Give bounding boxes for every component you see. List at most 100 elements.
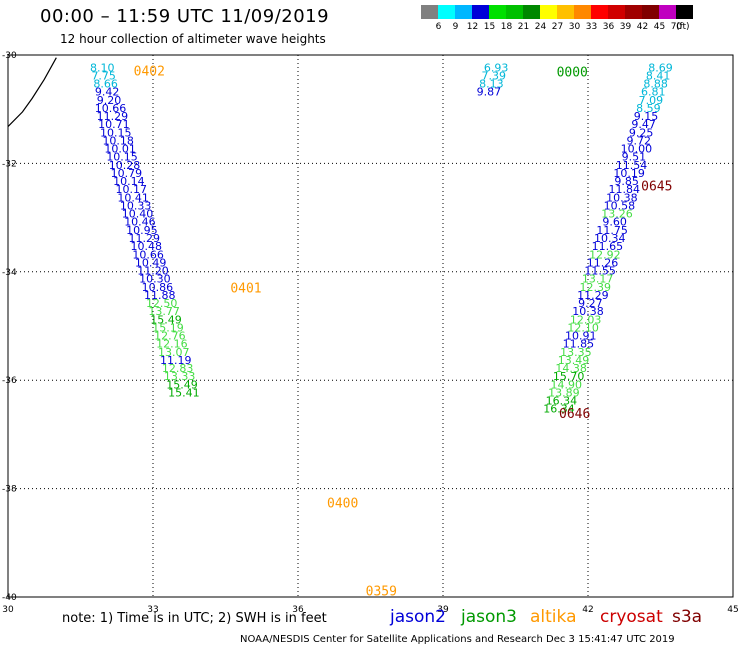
wave-height-value: 11.20 xyxy=(137,265,169,278)
scale-swatch xyxy=(625,5,642,19)
scale-swatch xyxy=(659,5,676,19)
x-tick-label: 42 xyxy=(582,605,593,615)
wave-height-value: 10.66 xyxy=(132,248,164,261)
wave-height-value: 11.55 xyxy=(584,265,616,278)
note-text: note: 1) Time is in UTC; 2) SWH is in fe… xyxy=(62,611,327,626)
wave-height-value: 10.01 xyxy=(104,143,136,156)
pass-time-label: 0646 xyxy=(559,407,590,422)
pass-time-label: 0402 xyxy=(134,65,165,80)
wave-height-value: 12.50 xyxy=(146,297,178,310)
wave-height-value: 10.30 xyxy=(139,273,171,286)
wave-height-value: 12.10 xyxy=(567,321,599,334)
scale-swatch xyxy=(642,5,659,19)
wave-height-value: 11.75 xyxy=(596,224,628,237)
wave-height-value: 10.15 xyxy=(100,126,132,139)
scale-label: 9 xyxy=(452,22,459,32)
scale-swatch xyxy=(591,5,608,19)
chart-title: 00:00 – 11:59 UTC 11/09/2019 xyxy=(40,6,330,27)
y-tick-label: -30 xyxy=(2,51,17,61)
wave-height-value: 15.41 xyxy=(168,386,200,399)
wave-height-value: 10.79 xyxy=(111,167,143,180)
x-tick-label: 36 xyxy=(292,605,304,615)
wave-height-value: 13.17 xyxy=(582,273,614,286)
wave-height-value: 9.87 xyxy=(477,86,502,99)
wave-height-value: 10.40 xyxy=(122,208,154,221)
wave-height-value: 9.25 xyxy=(629,126,654,139)
wave-height-value: 10.33 xyxy=(120,199,152,212)
pass-time-label: 0000 xyxy=(557,66,588,81)
scale-swatch xyxy=(506,5,523,19)
satellite-jason3: jason3 xyxy=(461,607,517,627)
x-tick-label: 33 xyxy=(147,605,158,615)
pass-time-label: 0401 xyxy=(230,281,261,296)
wave-height-value: 11.29 xyxy=(129,232,161,245)
scale-label: 24 xyxy=(534,22,547,32)
scale-unit: (ft) xyxy=(676,22,690,32)
scale-label: 18 xyxy=(500,22,513,32)
scale-swatch xyxy=(676,5,693,19)
coastline xyxy=(7,57,57,127)
scale-label: 42 xyxy=(636,22,649,32)
wave-height-value: 7.39 xyxy=(482,69,507,82)
wave-height-value: 12.03 xyxy=(570,313,602,326)
y-tick-label: -40 xyxy=(2,593,17,603)
wave-height-value: 10.38 xyxy=(572,305,604,318)
wave-height-value: 9.51 xyxy=(622,151,647,164)
wave-height-value: 8.66 xyxy=(93,78,118,91)
wave-height-value: 12.16 xyxy=(156,338,188,351)
wave-height-value: 10.38 xyxy=(606,191,638,204)
wave-height-value: 10.58 xyxy=(604,199,636,212)
wave-height-value: 11.29 xyxy=(97,110,129,123)
x-tick-label: 45 xyxy=(727,605,738,615)
wave-height-value: 11.19 xyxy=(160,354,192,367)
wave-height-value: 8.10 xyxy=(90,61,115,74)
scale-swatch xyxy=(438,5,455,19)
wave-height-value: 13.07 xyxy=(158,346,190,359)
scale-label: 6 xyxy=(435,22,442,32)
pass-time-label: 0359 xyxy=(366,584,397,599)
wave-height-value: 10.86 xyxy=(142,281,174,294)
scale-swatch xyxy=(421,5,438,19)
x-tick-label: 39 xyxy=(437,605,449,615)
scale-label: 70 xyxy=(670,22,683,32)
wave-height-value: 12.76 xyxy=(154,330,186,343)
scale-swatch xyxy=(489,5,506,19)
wave-height-value: 10.18 xyxy=(102,134,134,147)
chart-subtitle: 12 hour collection of altimeter wave hei… xyxy=(60,32,326,46)
scale-label: 21 xyxy=(517,22,530,32)
satellite-altika: altika xyxy=(530,607,577,627)
y-tick-label: -38 xyxy=(2,485,17,495)
wave-height-value: 10.95 xyxy=(126,224,158,237)
wave-height-value: 10.48 xyxy=(130,240,162,253)
scale-label: 15 xyxy=(483,22,496,32)
plot-frame xyxy=(7,54,734,598)
wave-height-value: 13.49 xyxy=(558,354,590,367)
wave-height-value: 16.34 xyxy=(543,403,575,416)
wave-height-value: 10.91 xyxy=(565,330,597,343)
wave-height-value: 10.41 xyxy=(117,191,149,204)
wave-height-value: 10.00 xyxy=(621,143,653,156)
wave-height-value: 6.81 xyxy=(641,86,666,99)
scale-label: 12 xyxy=(466,22,479,32)
wave-height-value: 9.15 xyxy=(634,110,659,123)
y-tick-label: -36 xyxy=(2,376,17,386)
scale-label: 39 xyxy=(619,22,632,32)
satellite-jason2: jason2 xyxy=(390,607,446,627)
scale-swatch xyxy=(608,5,625,19)
wave-height-value: 15.19 xyxy=(152,321,184,334)
wave-height-value: 11.88 xyxy=(144,289,176,302)
wave-height-value: 12.83 xyxy=(162,362,194,375)
wave-height-value: 9.27 xyxy=(578,297,603,310)
wave-height-value: 11.26 xyxy=(587,256,619,269)
wave-height-value: 9.47 xyxy=(631,118,656,131)
wave-height-value: 10.14 xyxy=(113,175,145,188)
scale-label: 36 xyxy=(602,22,615,32)
wave-height-value: 13.26 xyxy=(601,208,633,221)
wave-height-value: 7.75 xyxy=(91,69,116,82)
wave-height-value: 13.35 xyxy=(560,346,592,359)
wave-height-value: 6.93 xyxy=(484,61,509,74)
scale-label: 45 xyxy=(653,22,666,32)
scale-label: 27 xyxy=(551,22,564,32)
wave-height-value: 10.17 xyxy=(116,183,148,196)
